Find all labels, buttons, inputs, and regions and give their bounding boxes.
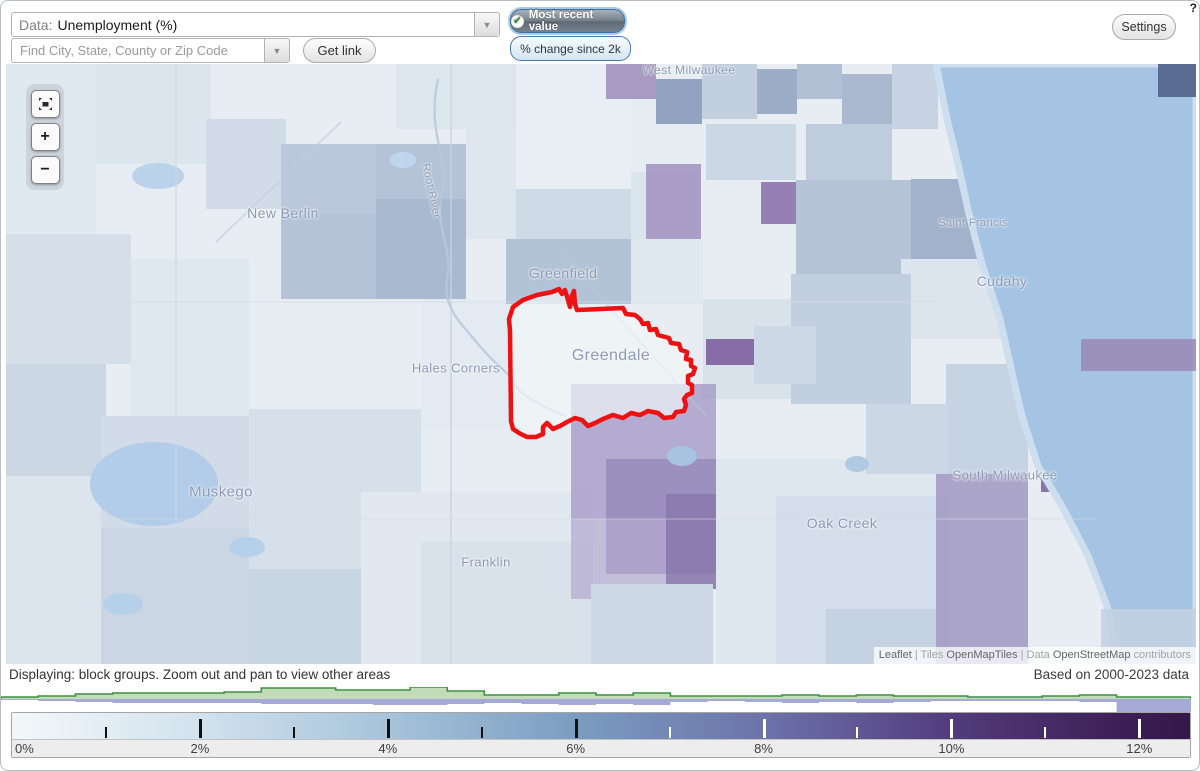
legend-tick-label: 6%	[566, 741, 586, 756]
map-place-label: Greendale	[571, 347, 651, 364]
histogram-green-outline	[1, 686, 1192, 699]
legend-tick-label: 8%	[754, 741, 773, 756]
map-place-label: Saint Francis	[938, 217, 1008, 229]
legend-gradient-bar	[12, 713, 1190, 739]
fullscreen-button[interactable]	[30, 90, 60, 118]
map-lakes	[90, 152, 869, 615]
zoom-in-button[interactable]: +	[30, 123, 60, 151]
zoom-out-button[interactable]: −	[30, 156, 60, 184]
map-place-label: Greenfield	[528, 265, 598, 281]
color-scale-legend: 0% 2% 4% 6% 8% 10% 12%	[11, 712, 1191, 758]
get-link-button[interactable]: Get link	[303, 38, 376, 63]
status-data-range-text: Based on 2000-2023 data	[1033, 667, 1189, 682]
legend-tick-label: 4%	[378, 741, 398, 756]
percent-change-button[interactable]: % change since 2k	[510, 36, 631, 61]
map-place-label: Cudahy	[976, 273, 1028, 289]
lake-michigan	[932, 64, 1196, 664]
legend-tick	[198, 719, 202, 738]
legend-tick	[574, 719, 578, 738]
check-icon: ✔	[511, 14, 524, 28]
legend-tick	[480, 727, 483, 738]
search-input[interactable]: Find City, State, County or Zip Code ▼	[11, 38, 290, 63]
attribution-text: contributors	[1130, 649, 1191, 661]
legend-tick-label: 2%	[190, 741, 210, 756]
legend-tick-label: 10%	[938, 741, 965, 756]
attribution-link[interactable]: Leaflet	[878, 649, 912, 661]
greendale-boundary-outline[interactable]	[506, 286, 698, 440]
legend-tick	[668, 727, 671, 738]
map-attribution: Leaflet | Tiles OpenMapTiles | Data Open…	[873, 647, 1196, 664]
legend-tick	[950, 719, 954, 738]
legend-tick	[1044, 727, 1047, 738]
map-place-label: Hales Corners	[411, 360, 501, 376]
legend-tick	[292, 727, 295, 738]
histogram-purple-area	[1, 699, 1191, 712]
data-select-prefix: Data:	[19, 16, 53, 33]
attribution-link[interactable]: OpenStreetMap	[1052, 649, 1131, 661]
legend-zero-label: 0%	[15, 741, 34, 756]
most-recent-value-button[interactable]: ✔ Most recent value	[510, 9, 625, 33]
map-controls: + −	[26, 84, 64, 190]
distribution-histogram	[1, 686, 1192, 713]
fullscreen-icon	[38, 98, 52, 110]
data-select[interactable]: Data: Unemployment (%) ▼	[11, 12, 500, 37]
legend-tick	[762, 719, 766, 738]
map-viewport[interactable]: West Milwaukee New Berlin Greenfield Saint …	[6, 64, 1196, 664]
status-bar: Displaying: block groups. Zoom out and p…	[1, 664, 1199, 687]
map-place-label: New Berlin	[247, 205, 319, 221]
status-displaying-text: Displaying: block groups. Zoom out and p…	[9, 667, 391, 682]
legend-tick	[856, 727, 859, 738]
legend-tick-label: 12%	[1126, 741, 1153, 756]
legend-labels-row: 0% 2% 4% 6% 8% 10% 12%	[12, 739, 1190, 757]
most-recent-value-label: Most recent value	[528, 9, 594, 33]
attribution-text: | Tiles	[911, 649, 947, 661]
choropleth-map	[6, 64, 1196, 664]
attribution-link[interactable]: OpenMapTiles	[946, 649, 1018, 661]
legend-tick	[1138, 719, 1142, 738]
map-place-label: Oak Creek	[806, 515, 878, 531]
dropdown-arrow-icon[interactable]: ▼	[264, 39, 289, 62]
map-place-label: West Milwaukee	[642, 64, 736, 77]
legend-tick	[104, 727, 107, 738]
settings-button[interactable]: Settings	[1112, 14, 1176, 40]
map-place-label: South Milwaukee	[952, 467, 1058, 483]
legend-tick	[386, 719, 390, 738]
map-place-label: Franklin	[461, 554, 511, 570]
search-placeholder: Find City, State, County or Zip Code	[20, 43, 228, 58]
dropdown-arrow-icon[interactable]: ▼	[474, 13, 499, 36]
attribution-text: | Data	[1017, 649, 1053, 661]
map-place-label: Muskego	[189, 483, 253, 501]
help-icon[interactable]: ?	[1189, 1, 1197, 15]
data-select-value: Unemployment (%)	[57, 16, 178, 33]
